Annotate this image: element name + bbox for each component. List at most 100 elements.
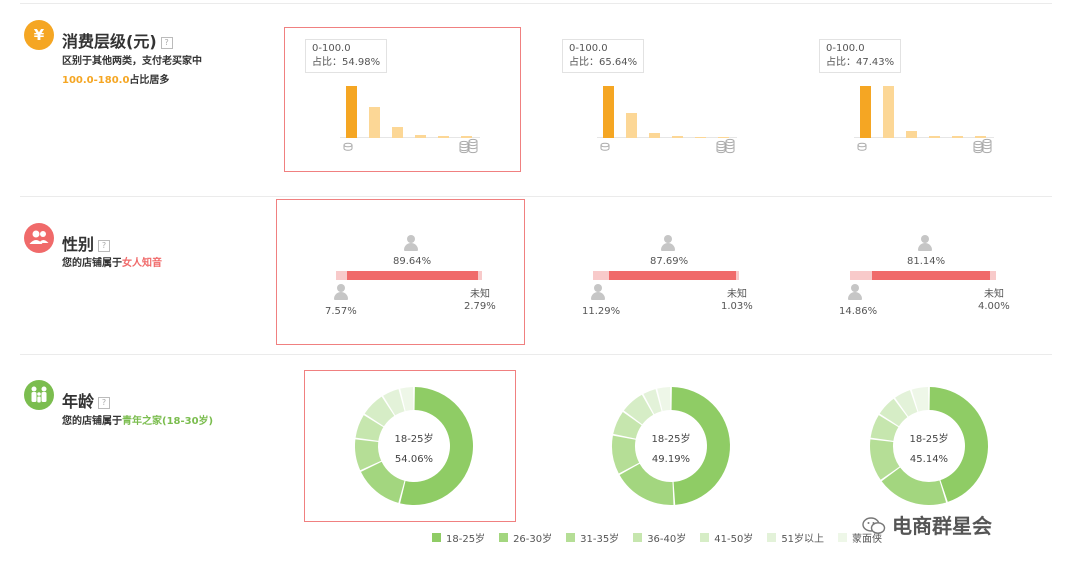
spend-tooltip: 0-100.0 占比：47.43% bbox=[819, 39, 902, 73]
legend-item[interactable]: 31-35岁 bbox=[566, 530, 619, 545]
spend-bar[interactable] bbox=[906, 131, 917, 138]
gender-section-title: 性别? bbox=[62, 231, 111, 255]
unknown-percentage: 4.00% bbox=[978, 301, 1010, 312]
legend-item[interactable]: 36-40岁 bbox=[633, 530, 686, 545]
spend-bar-chart bbox=[854, 82, 994, 138]
age-group-label: 18-25岁 bbox=[651, 434, 691, 445]
legend-item[interactable]: 26-30岁 bbox=[499, 530, 552, 545]
age-donut-slice[interactable] bbox=[643, 389, 662, 415]
coins-stack-icon bbox=[458, 137, 478, 158]
spend-bar[interactable] bbox=[415, 135, 426, 138]
age-donut-slice[interactable] bbox=[619, 463, 674, 505]
age-donut-slice[interactable] bbox=[929, 387, 988, 502]
legend-item[interactable]: 18-25岁 bbox=[432, 530, 485, 545]
age-donut-slice[interactable] bbox=[364, 396, 395, 427]
coin-icon bbox=[857, 141, 867, 156]
spend-bar[interactable] bbox=[461, 136, 472, 138]
unknown-label: 未知 bbox=[470, 289, 490, 300]
coin-icon bbox=[343, 141, 353, 156]
spend-bar[interactable] bbox=[695, 137, 706, 138]
spend-bar[interactable] bbox=[603, 86, 614, 138]
age-donut-slice[interactable] bbox=[613, 411, 642, 439]
users-icon bbox=[24, 223, 54, 253]
help-icon[interactable]: ? bbox=[98, 240, 111, 252]
age-donut-slice[interactable] bbox=[355, 439, 382, 471]
spend-bar[interactable] bbox=[626, 113, 637, 138]
chart-baseline bbox=[597, 137, 737, 138]
tooltip-range: 0-100.0 bbox=[569, 43, 608, 54]
age-donut-slice[interactable] bbox=[623, 394, 654, 425]
help-icon[interactable]: ? bbox=[160, 37, 173, 49]
age-donut-slice[interactable] bbox=[870, 439, 900, 480]
age-donut-slice[interactable] bbox=[870, 415, 899, 441]
spend-section-title: 消费层级(元)? bbox=[62, 28, 173, 52]
legend-swatch bbox=[700, 533, 710, 542]
age-description: 您的店铺属于青年之家(18-30岁) bbox=[62, 416, 214, 427]
male-share-bar[interactable] bbox=[850, 271, 872, 280]
age-donut-slice[interactable] bbox=[383, 389, 405, 416]
coins-stack-icon bbox=[715, 137, 735, 158]
male-icon bbox=[591, 284, 605, 300]
female-icon bbox=[661, 235, 675, 251]
male-percentage: 7.57% bbox=[325, 306, 357, 317]
male-percentage: 14.86% bbox=[839, 306, 878, 317]
male-icon bbox=[334, 284, 348, 300]
age-donut-slice[interactable] bbox=[400, 387, 414, 411]
spend-bar[interactable] bbox=[975, 136, 986, 138]
male-percentage: 11.29% bbox=[582, 306, 621, 317]
age-donut-slice[interactable] bbox=[671, 387, 730, 505]
age-donut-slice[interactable] bbox=[400, 387, 473, 505]
unknown-share-bar[interactable] bbox=[990, 271, 996, 280]
legend-label: 蒙面侠 bbox=[852, 534, 883, 545]
spend-bar[interactable] bbox=[952, 136, 963, 138]
legend-item[interactable]: 51岁以上 bbox=[767, 530, 824, 545]
female-share-bar[interactable] bbox=[609, 271, 736, 280]
female-share-bar[interactable] bbox=[347, 271, 478, 280]
age-section-title: 年龄? bbox=[62, 388, 111, 412]
age-donut-slice[interactable] bbox=[657, 387, 671, 411]
male-share-bar[interactable] bbox=[336, 271, 347, 280]
age-donut-slice[interactable] bbox=[612, 435, 640, 474]
legend-item[interactable]: 41-50岁 bbox=[700, 530, 753, 545]
age-donut-slice[interactable] bbox=[879, 398, 908, 427]
chart-baseline bbox=[854, 137, 994, 138]
svg-text:¥: ¥ bbox=[34, 26, 45, 44]
spend-bar-chart bbox=[597, 82, 737, 138]
help-icon[interactable]: ? bbox=[98, 397, 111, 409]
spend-bar[interactable] bbox=[860, 86, 871, 138]
age-donut-slice[interactable] bbox=[881, 467, 947, 505]
selected-store-frame bbox=[284, 27, 521, 172]
male-icon bbox=[848, 284, 862, 300]
age-group-percentage: 49.19% bbox=[651, 454, 691, 465]
spend-bar[interactable] bbox=[392, 127, 403, 138]
tooltip-ratio: 占比：47.43% bbox=[826, 57, 895, 68]
male-share-bar[interactable] bbox=[593, 271, 609, 280]
age-donut-slice[interactable] bbox=[355, 415, 384, 441]
unknown-share-bar[interactable] bbox=[736, 271, 739, 280]
unknown-percentage: 2.79% bbox=[464, 301, 496, 312]
age-donut-slice[interactable] bbox=[911, 387, 929, 412]
unknown-share-bar[interactable] bbox=[478, 271, 482, 280]
spend-bar[interactable] bbox=[929, 136, 940, 138]
legend-item[interactable]: 蒙面侠 bbox=[838, 530, 882, 545]
age-group-percentage: 54.06% bbox=[394, 454, 434, 465]
legend-swatch bbox=[566, 533, 576, 542]
age-donut-slice[interactable] bbox=[895, 390, 918, 417]
spend-bar[interactable] bbox=[672, 136, 683, 138]
spend-bar[interactable] bbox=[369, 107, 380, 138]
spend-bar[interactable] bbox=[649, 133, 660, 138]
legend-label: 36-40岁 bbox=[647, 534, 687, 545]
spend-bar[interactable] bbox=[346, 86, 357, 138]
spend-bar[interactable] bbox=[438, 136, 449, 138]
spend-bar[interactable] bbox=[718, 137, 729, 138]
female-share-bar[interactable] bbox=[872, 271, 990, 280]
age-donut-chart bbox=[355, 387, 473, 505]
selected-store-frame bbox=[276, 199, 525, 345]
age-legend: 18-25岁 26-30岁 31-35岁 36-40岁 41-50岁 51岁以上 蒙面侠 bbox=[432, 530, 896, 545]
gender-description: 您的店铺属于女人知音 bbox=[62, 258, 162, 269]
gender-highlight: 女人知音 bbox=[122, 258, 162, 269]
age-donut-slice[interactable] bbox=[360, 461, 405, 503]
donut-center-label: 18-25岁 54.06% bbox=[374, 430, 454, 470]
coin-icon bbox=[600, 141, 610, 156]
spend-bar[interactable] bbox=[883, 86, 894, 138]
